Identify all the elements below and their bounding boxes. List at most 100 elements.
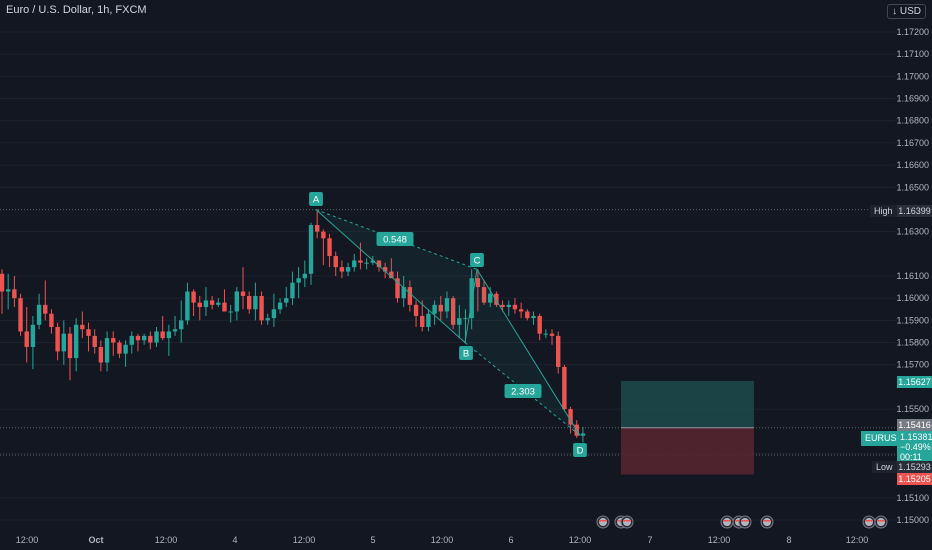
time-axis-label: 12:00: [293, 535, 316, 545]
candle-body: [117, 342, 122, 354]
candle-body: [240, 291, 246, 296]
candle-body: [481, 287, 487, 303]
candle-body: [420, 315, 425, 328]
candle-body: [73, 324, 79, 359]
event-flag-icon: [738, 515, 752, 529]
candle-body: [141, 335, 147, 341]
candle-body: [277, 302, 283, 310]
candle-body: [457, 318, 462, 325]
pattern-point-a-box: [309, 192, 323, 206]
candle-body: [488, 293, 493, 303]
last-price: 1.15381: [900, 432, 932, 442]
low-label: Low: [872, 461, 897, 473]
candle-body: [518, 309, 524, 312]
bar-countdown: 00:11: [900, 452, 922, 462]
candle-body: [104, 338, 110, 363]
candle-body: [364, 262, 369, 264]
candle-body: [135, 335, 141, 341]
event-flag-face: [599, 518, 607, 526]
event-flag-icon: [596, 515, 610, 529]
candle-body: [129, 335, 134, 345]
pattern-point-c: C: [474, 256, 481, 267]
candle-body: [166, 331, 172, 339]
candle-body: [197, 302, 202, 308]
price-axis-label: 1.17100: [896, 49, 929, 59]
pattern-ratio-bd-box: [504, 384, 542, 398]
price-axis-label: 1.15000: [896, 515, 929, 525]
event-flag-stripe: [763, 520, 771, 522]
candle-body: [123, 344, 128, 354]
candle-body: [271, 309, 277, 319]
candle-body: [543, 333, 549, 335]
candle-body: [92, 335, 97, 347]
candle-body: [506, 304, 511, 308]
candle-body: [222, 302, 227, 312]
pattern-ratio-bd: 2.303: [511, 387, 535, 398]
pattern-triangle-bcd: [465, 269, 580, 436]
event-flag-stripe: [723, 520, 731, 522]
price-axis-label: 1.16100: [896, 271, 929, 281]
candle-body: [450, 298, 456, 325]
candle-body: [302, 273, 308, 279]
candle-body: [339, 267, 345, 272]
candle-body: [216, 302, 221, 305]
time-axis-label: 6: [508, 535, 513, 545]
candle-body: [401, 287, 406, 299]
time-axis-label: 12:00: [155, 535, 178, 545]
pattern-ratio-ac: 0.548: [383, 235, 407, 246]
candle-body: [80, 324, 85, 330]
time-axis-label: 7: [647, 535, 652, 545]
candle-body: [389, 271, 394, 279]
price-axis-label: 1.16500: [896, 182, 929, 192]
currency-label: USD: [899, 6, 921, 17]
candle-body: [12, 289, 17, 299]
pattern-point-b-box: [459, 346, 473, 360]
candle-body: [43, 304, 48, 314]
event-flag-stripe: [599, 520, 607, 522]
pattern-point-a: A: [313, 195, 320, 206]
candle-body: [67, 333, 73, 359]
time-axis-label: 4: [232, 535, 237, 545]
event-flag-icon: [874, 515, 888, 529]
price-axis-label: 1.16600: [896, 160, 929, 170]
low-price-tag: 1.15293: [897, 461, 932, 473]
candle-body: [228, 311, 233, 313]
last-price-tag: 1.15381 −0.49% 00:11: [897, 431, 932, 463]
candle-body: [61, 333, 66, 352]
pattern-triangle-abc: [316, 209, 477, 343]
candle-body: [568, 409, 573, 425]
candle-body: [308, 224, 314, 274]
candle-body: [352, 260, 357, 268]
candle-body: [469, 278, 474, 319]
candle-body: [18, 298, 23, 332]
candle-body: [562, 366, 567, 410]
candle-body: [345, 267, 351, 272]
candle-body: [185, 291, 190, 321]
pattern-point-b: B: [463, 349, 469, 360]
time-axis-label: 12:00: [846, 535, 869, 545]
candle-body: [0, 273, 5, 292]
time-axis-label: 12:00: [708, 535, 731, 545]
candle-body: [55, 327, 60, 352]
symbol-title[interactable]: Euro / U.S. Dollar, 1h, FXCM: [6, 4, 147, 16]
stop-price-tag: 1.15205: [897, 473, 932, 485]
time-axis-label: 8: [786, 535, 791, 545]
event-flag-face: [877, 518, 885, 526]
price-axis-label: 1.15500: [896, 404, 929, 414]
candle-body: [284, 298, 289, 303]
candle-body: [148, 335, 153, 343]
currency-arrow-icon: ↓: [892, 6, 900, 17]
candle-body: [500, 304, 505, 308]
currency-button[interactable]: ↓ USD: [887, 4, 926, 19]
candle-body: [333, 256, 338, 268]
event-flag-face: [623, 518, 631, 526]
candle-body: [203, 300, 209, 308]
candle-body: [259, 295, 264, 321]
candle-body: [30, 324, 36, 347]
price-axis-label: 1.16000: [896, 293, 929, 303]
candle-body: [395, 278, 400, 299]
candle-body: [376, 260, 382, 268]
candle-body: [494, 293, 499, 305]
